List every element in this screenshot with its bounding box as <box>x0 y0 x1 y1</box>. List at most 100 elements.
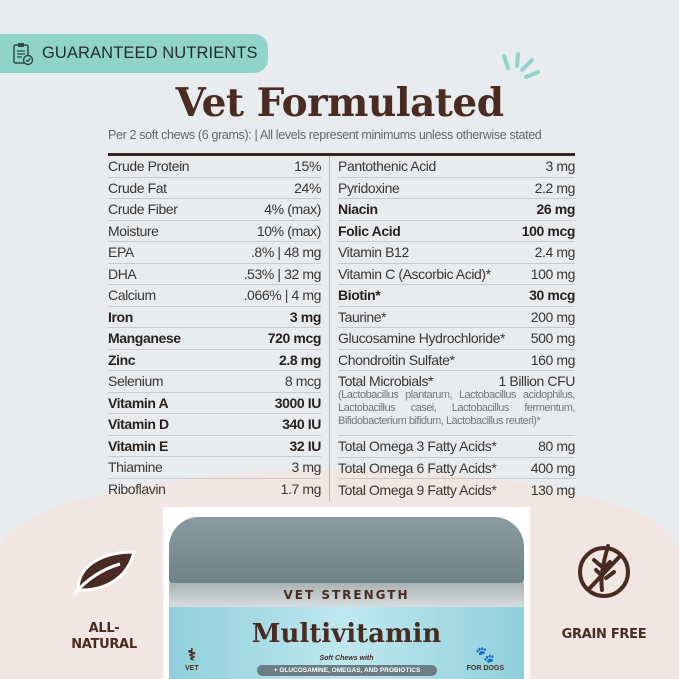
sparkle-rays-icon <box>502 52 540 79</box>
product-name: Multivitamin <box>251 619 442 649</box>
nutrient-row: Vitamin D 340 IU <box>108 414 321 436</box>
nutrient-row: Chondroitin Sulfate* 160 mg <box>338 350 576 371</box>
nutrient-name: EPA <box>108 244 134 261</box>
nutrient-name: Moisture <box>108 222 159 239</box>
nutrient-name: Pyridoxine <box>338 179 400 196</box>
nutrient-value: 24% <box>294 179 321 196</box>
right-column: Pantothenic Acid 3 mg Pyridoxine 2.2 mg Niac… <box>330 156 576 501</box>
nutrient-value: 130 mg <box>530 481 576 498</box>
jar-label: Multivitamin Soft Chews with + GLUCOSAMI… <box>169 607 524 679</box>
nutrient-value: 8 mcg <box>284 373 322 390</box>
nutrient-value: 3 mg <box>289 308 321 325</box>
nutrient-value: 4% (max) <box>264 201 321 218</box>
nutrient-row: Vitamin C (Ascorbic Acid)* 100 mg <box>338 264 576 285</box>
nutrient-row: Selenium 8 mcg <box>108 371 321 393</box>
nutrient-value: 3 mg <box>545 158 575 175</box>
nutrient-value: .53% | 32 mg <box>243 265 322 282</box>
nutrient-name: Vitamin B12 <box>338 244 409 261</box>
nutrient-value: 100 mcg <box>521 222 576 239</box>
grain-free-icon <box>578 544 630 598</box>
nutrient-value: 160 mg <box>530 351 576 368</box>
clipboard-check-icon <box>13 42 34 65</box>
nutrient-row: Crude Protein 15% <box>108 156 321 178</box>
left-column: Crude Protein 15% Crude Fat 24% Crude Fiber 4… <box>108 156 330 501</box>
nutrient-row: EPA .8% | 48 mg <box>108 242 321 264</box>
all-natural-line2: NATURAL <box>71 637 137 652</box>
nutrient-row: Total Omega 9 Fatty Acids* 130 mg <box>338 479 575 501</box>
nutrient-value: .066% | 4 mg <box>243 287 322 304</box>
nutrient-name: DHA <box>108 265 137 282</box>
nutrient-value: 32 IU <box>289 437 322 454</box>
nutrient-row: Total Omega 3 Fatty Acids* 80 mg <box>338 436 575 458</box>
grain-free-label: GRAIN FREE <box>561 627 647 642</box>
nutrient-row: Pyridoxine 2.2 mg <box>338 178 575 199</box>
nutrient-name: Selenium <box>108 373 164 390</box>
all-natural-feature: ALL- NATURAL <box>58 546 150 653</box>
nutrient-value: 10% (max) <box>256 222 321 239</box>
nutrient-row: Total Omega 6 Fatty Acids* 400 mg <box>338 458 576 479</box>
nutrient-name: Total Omega 6 Fatty Acids* <box>338 459 497 476</box>
nutrient-row: Crude Fat 24% <box>108 178 321 199</box>
nutrient-value: 720 mcg <box>267 330 322 347</box>
nutrient-name: Crude Protein <box>108 158 190 175</box>
nutrient-name: Crude Fat <box>108 179 167 196</box>
nutrient-value: 80 mg <box>538 438 575 455</box>
page-title: Vet Formulated <box>175 80 504 126</box>
nutrient-name: Vitamin D <box>108 416 169 433</box>
nutrient-name: Zinc <box>108 351 136 368</box>
nutrient-name: Vitamin E <box>108 437 168 454</box>
product-jar: VET STRENGTH Multivitamin Soft Chews wit… <box>163 507 530 679</box>
leaf-icon <box>72 550 136 595</box>
for-dogs: 🐾 FOR DOGS <box>467 645 504 672</box>
dogs-label: FOR DOGS <box>466 665 504 672</box>
nutrient-row: Niacin 26 mg <box>338 199 575 221</box>
nutrient-row: Taurine* 200 mg <box>338 307 576 328</box>
jar-lid <box>169 517 524 585</box>
nutrient-row: Thiamine 3 mg <box>108 457 321 479</box>
nutrient-row: Vitamin E 32 IU <box>108 436 322 457</box>
serving-subtitle: Per 2 soft chews (6 grams): | All levels… <box>108 128 542 142</box>
nutrient-table: Crude Protein 15% Crude Fat 24% Crude Fiber 4… <box>108 153 576 501</box>
nutrient-value: 500 mg <box>530 330 576 347</box>
vet-caduceus: ⚕ VET <box>185 645 199 672</box>
nutrient-row: Manganese 720 mcg <box>108 328 321 350</box>
microbials-detail: (Lactobacillus plantarum, Lactobacillus … <box>338 389 576 427</box>
nutrient-value: 2.8 mg <box>279 351 321 368</box>
nutrient-name: Thiamine <box>108 459 163 476</box>
badge-label: GUARANTEED NUTRIENTS <box>42 44 258 62</box>
nutrient-value: 2.4 mg <box>534 244 576 261</box>
nutrient-value: 100 mg <box>530 265 576 282</box>
nutrient-row: Calcium .066% | 4 mg <box>108 285 321 307</box>
nutrient-name: Biotin* <box>338 287 381 304</box>
nutrient-row: Folic Acid 100 mcg <box>338 221 576 242</box>
nutrient-row: Crude Fiber 4% (max) <box>108 199 321 221</box>
nutrient-row: Biotin* 30 mcg <box>338 285 575 307</box>
vet-label: VET <box>185 665 199 672</box>
all-natural-line1: ALL- <box>88 621 120 636</box>
nutrient-name: Total Microbials* <box>338 373 434 389</box>
nutrient-row: Riboflavin 1.7 mg <box>108 479 321 501</box>
nutrient-name: Iron <box>108 308 133 325</box>
nutrient-name: Taurine* <box>338 308 387 325</box>
nutrient-value: 26 mg <box>536 201 576 218</box>
nutrient-row: Moisture 10% (max) <box>108 221 321 242</box>
nutrient-value: 340 IU <box>282 416 321 433</box>
paw-icon: 🐾 <box>475 647 496 664</box>
nutrient-row: Iron 3 mg <box>108 307 321 328</box>
nutrient-value: 3000 IU <box>274 394 322 411</box>
nutrient-name: Glucosamine Hydrochloride* <box>338 330 506 347</box>
microbials-row: Total Microbials* 1 Billion CFU (Lactobaci… <box>338 371 576 436</box>
nutrient-value: 200 mg <box>530 308 576 325</box>
nutrient-row: Pantothenic Acid 3 mg <box>338 156 575 178</box>
nutrient-value: 30 mcg <box>529 287 575 304</box>
nutrient-name: Manganese <box>108 330 181 347</box>
nutrient-row: Vitamin B12 2.4 mg <box>338 242 575 264</box>
nutrient-name: Crude Fiber <box>108 201 178 218</box>
nutrient-row: DHA .53% | 32 mg <box>108 264 322 285</box>
nutrient-value: 3 mg <box>291 459 321 476</box>
nutrient-name: Folic Acid <box>338 222 401 239</box>
nutrient-name: Chondroitin Sulfate* <box>338 351 455 368</box>
nutrient-value: 1.7 mg <box>280 481 322 498</box>
nutrient-value: 400 mg <box>530 459 576 476</box>
nutrient-row: Glucosamine Hydrochloride* 500 mg <box>338 328 575 350</box>
